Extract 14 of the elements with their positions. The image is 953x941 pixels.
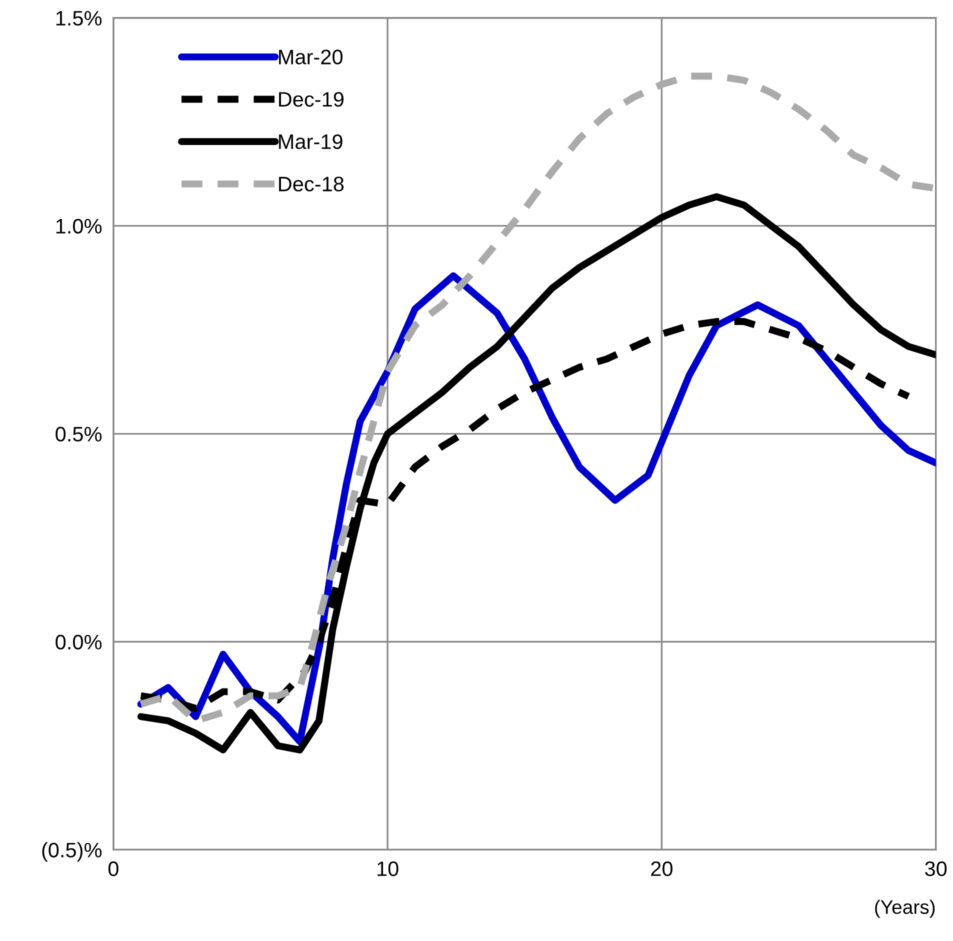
y-tick-label: 0.0% [56, 634, 102, 650]
y-tick-label: 0.5% [56, 426, 102, 442]
x-axis-title: (Years) [875, 900, 935, 918]
y-tick-label: 1.5% [56, 10, 102, 26]
x-tick-label: 30 [925, 861, 947, 876]
y-tick-label: 1.0% [56, 218, 102, 234]
legend-label: Mar-19 [279, 134, 342, 150]
y-tick-label: (0.5)% [42, 842, 102, 862]
x-tick-label: 10 [378, 861, 398, 876]
x-tick-label: 0 [108, 861, 118, 876]
x-tick-label: 20 [651, 861, 672, 876]
legend-label: Dec-19 [279, 92, 344, 107]
legend-label: Dec-18 [279, 176, 344, 192]
legend-label: Mar-20 [279, 50, 343, 64]
